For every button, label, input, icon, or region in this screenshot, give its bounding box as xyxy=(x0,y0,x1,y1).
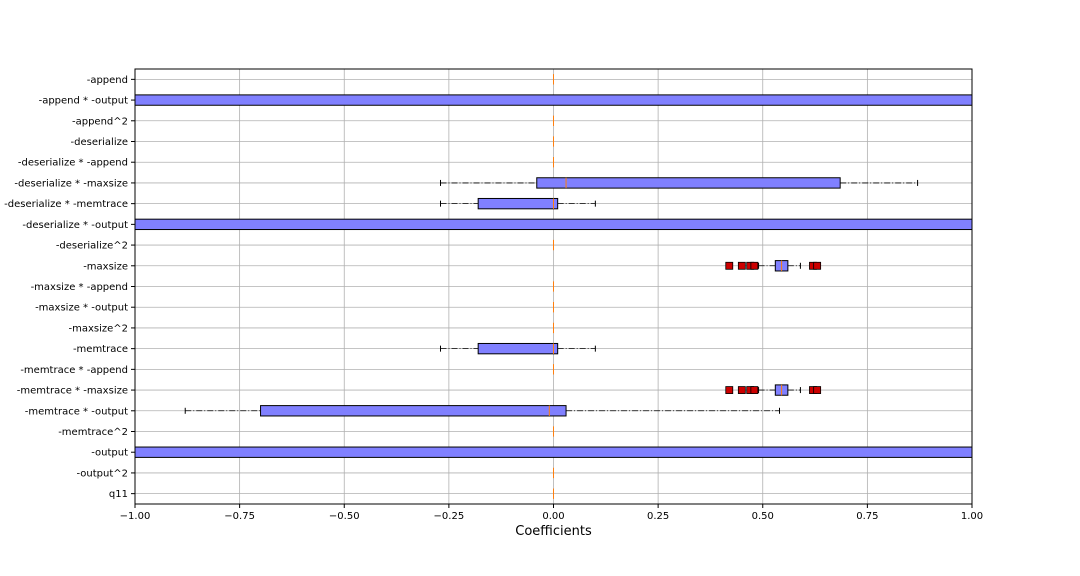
outlier-marker xyxy=(737,386,746,394)
x-tick-label: 0.50 xyxy=(752,511,774,522)
outlier-marker xyxy=(813,386,822,394)
box-group xyxy=(440,342,596,355)
y-axis-ticks: -append -append * -output -append^2 -deseri… xyxy=(4,75,135,500)
box-group xyxy=(440,197,596,210)
box xyxy=(134,94,973,106)
x-tick-label: −0.75 xyxy=(224,511,255,522)
outlier-marker xyxy=(737,261,746,270)
y-tick-label: q11 xyxy=(109,489,128,500)
y-tick-label: -maxsize^2 xyxy=(68,323,128,334)
outlier-marker xyxy=(813,261,822,270)
box xyxy=(477,197,559,210)
x-tick-label: −0.50 xyxy=(329,511,360,522)
box-group xyxy=(134,446,973,458)
y-tick-label: -deserialize * -maxsize xyxy=(14,178,128,189)
y-tick-label: -append^2 xyxy=(72,116,128,127)
box-group xyxy=(184,405,780,417)
y-tick-label: -maxsize xyxy=(83,261,128,272)
y-tick-label: -output^2 xyxy=(76,468,128,479)
y-tick-label: -deserialize * -memtrace xyxy=(4,199,128,210)
x-tick-label: 0.75 xyxy=(856,511,878,522)
outlier-marker xyxy=(725,261,734,270)
y-tick-label: -output xyxy=(91,448,128,459)
box xyxy=(134,218,973,231)
y-tick-label: -append * -output xyxy=(39,96,128,107)
y-tick-label: -maxsize * -append xyxy=(31,282,128,293)
y-tick-label: -deserialize xyxy=(71,137,128,148)
medians xyxy=(548,74,783,499)
y-tick-label: -memtrace * -maxsize xyxy=(17,386,128,397)
y-tick-label: -memtrace xyxy=(73,344,128,355)
x-tick-label: 0.25 xyxy=(647,511,669,522)
x-tick-label: 0.00 xyxy=(542,511,564,522)
outlier-marker xyxy=(750,261,759,270)
box xyxy=(536,177,841,189)
outlier-marker xyxy=(725,386,734,394)
x-axis-ticks: −1.00 −0.75 −0.50 −0.25 0.00 0.25 0.50 0.75 1.00 xyxy=(120,504,983,522)
box-group xyxy=(134,94,973,106)
box xyxy=(134,446,973,458)
y-tick-label: -maxsize * -output xyxy=(35,303,128,314)
x-tick-label: −1.00 xyxy=(120,511,151,522)
y-tick-label: -deserialize * -append xyxy=(18,158,128,169)
y-tick-label: -memtrace * -output xyxy=(25,406,128,417)
y-tick-label: -memtrace * -append xyxy=(20,365,128,376)
y-tick-label: -memtrace^2 xyxy=(58,427,128,438)
box xyxy=(260,405,567,417)
y-tick-label: -append xyxy=(87,75,128,86)
x-axis-title: Coefficients xyxy=(515,524,592,539)
x-tick-label: −0.25 xyxy=(434,511,465,522)
y-tick-label: -deserialize^2 xyxy=(56,241,128,252)
box-group xyxy=(440,177,919,189)
y-tick-label: -deserialize * -output xyxy=(22,220,128,231)
box xyxy=(477,342,559,355)
x-tick-label: 1.00 xyxy=(961,511,983,522)
box-group xyxy=(134,218,973,231)
outlier-marker xyxy=(750,386,759,394)
